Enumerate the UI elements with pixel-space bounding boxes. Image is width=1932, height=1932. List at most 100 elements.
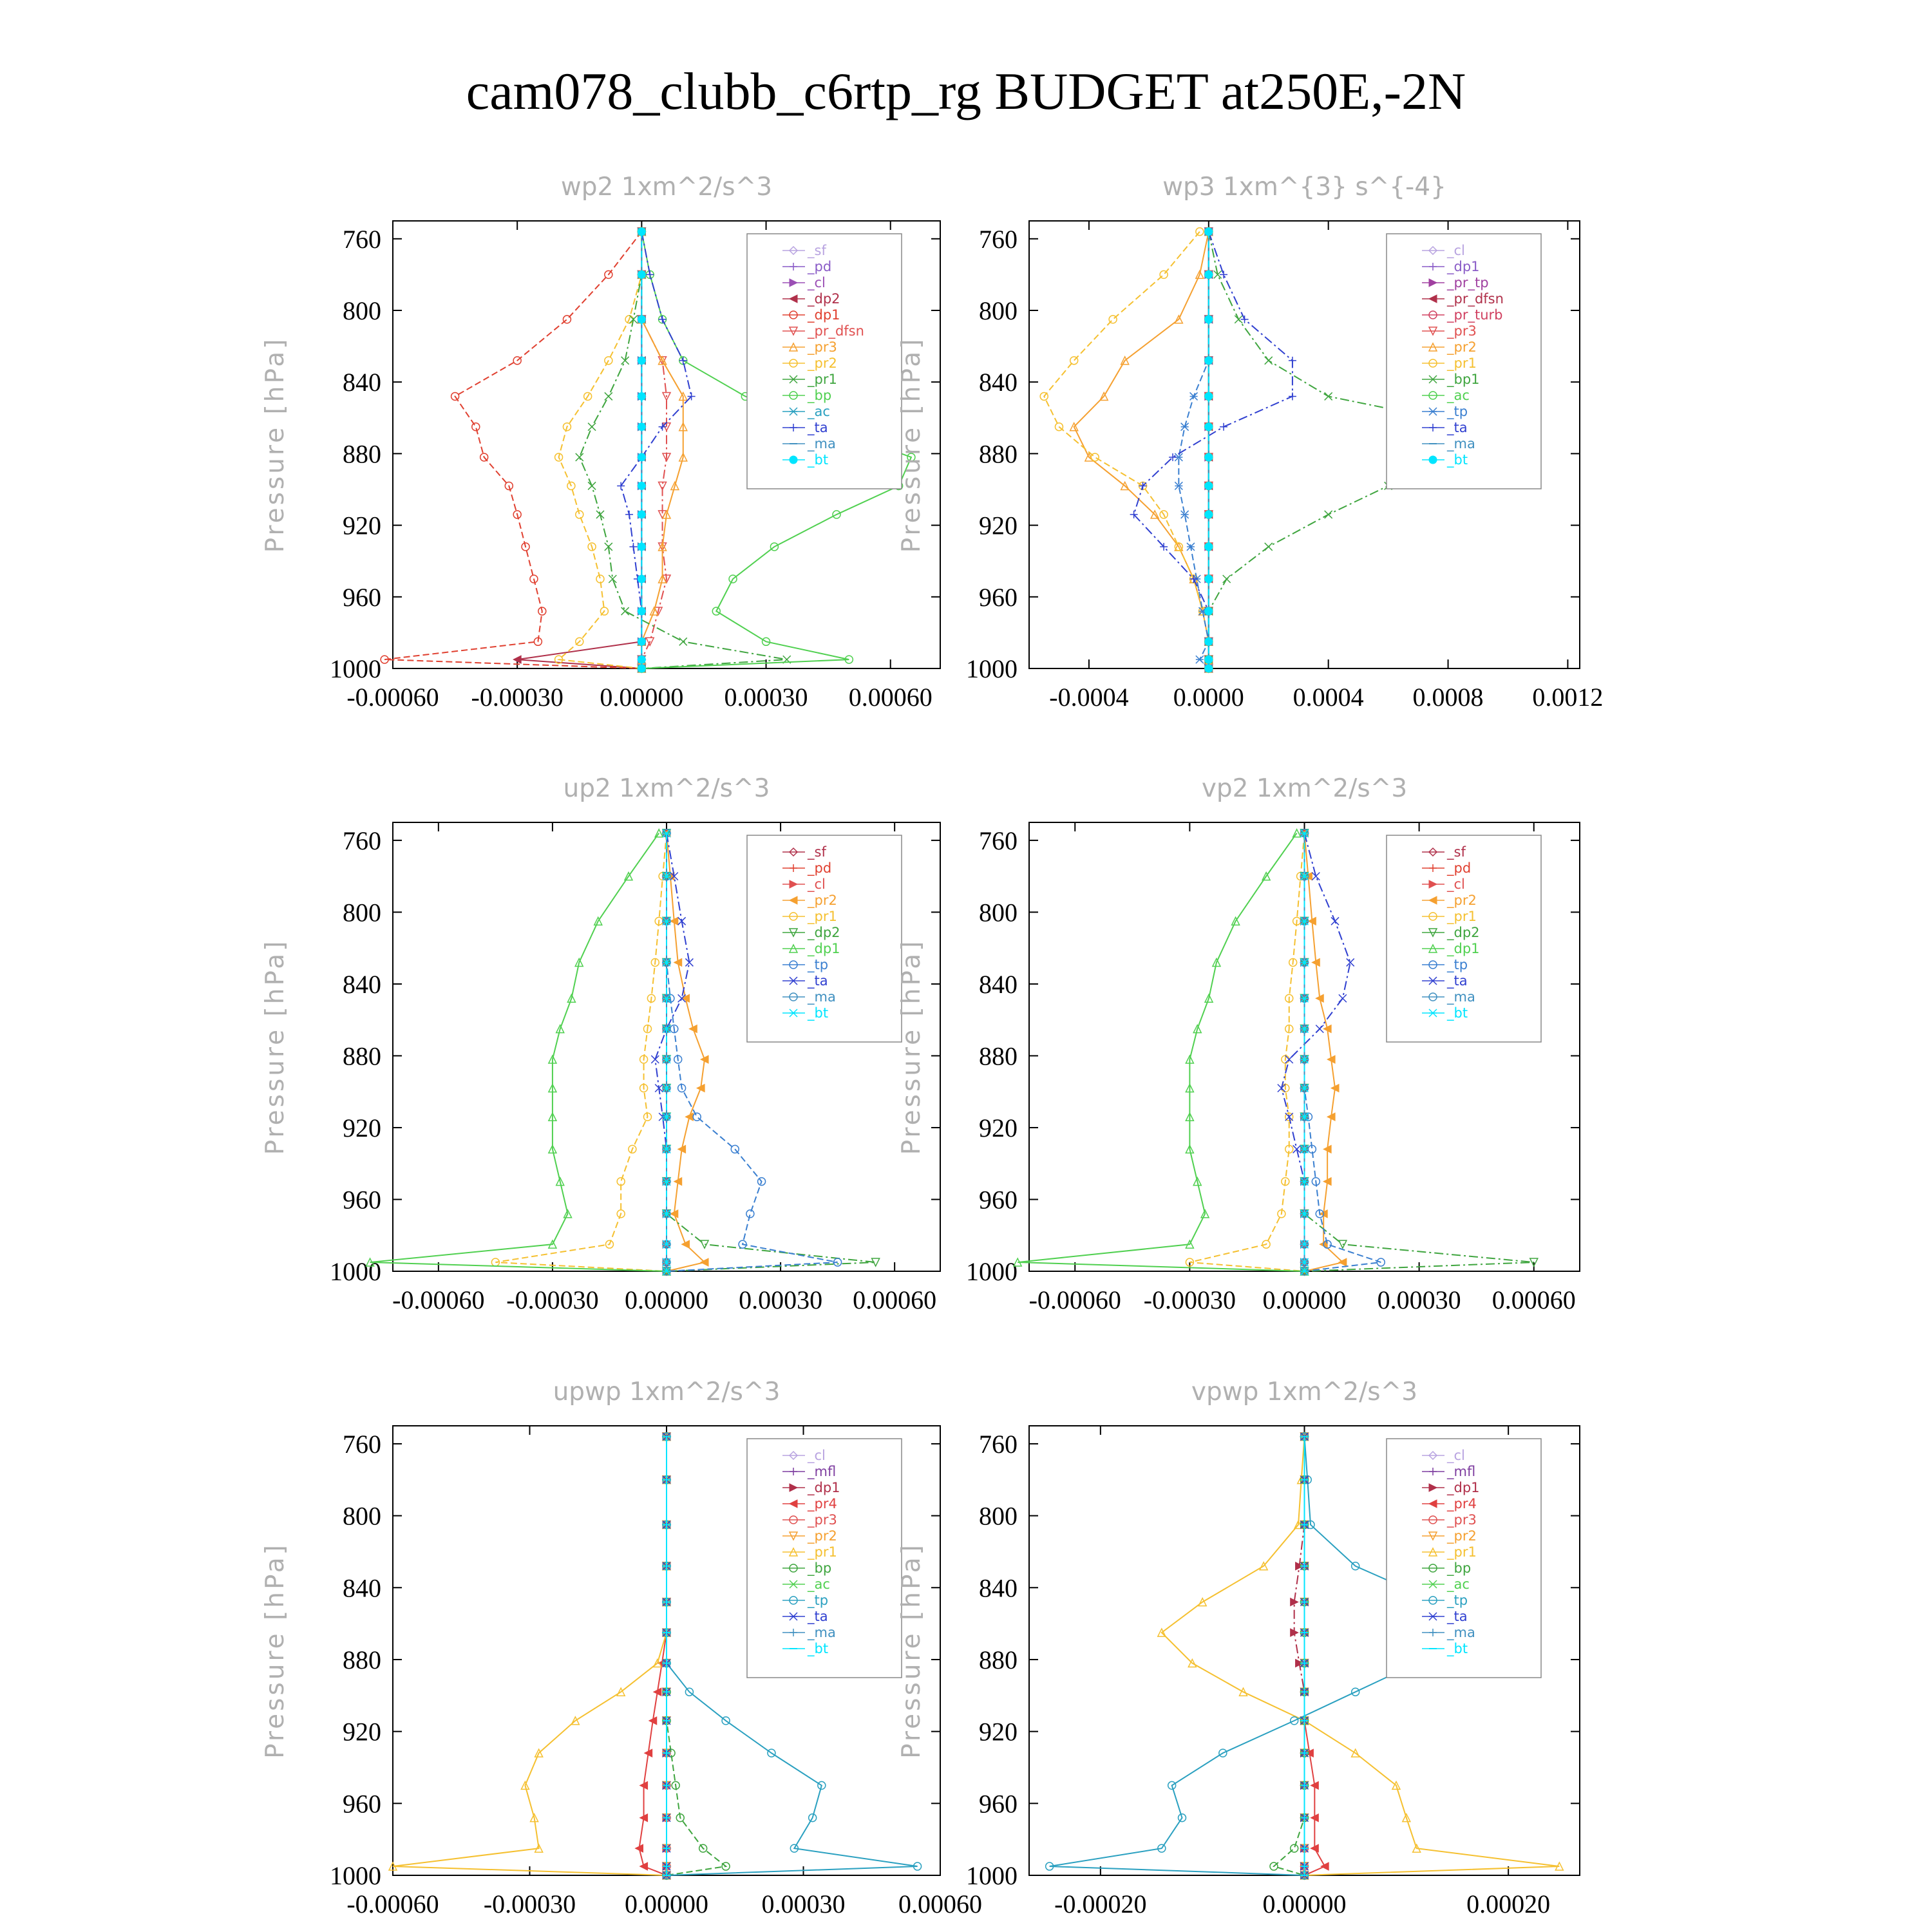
legend-marker	[788, 943, 799, 953]
data-point	[637, 510, 646, 519]
data-point	[1300, 1177, 1309, 1186]
legend-marker	[1428, 943, 1438, 953]
data-point	[1169, 453, 1177, 461]
data-point	[728, 574, 737, 583]
legend-marker	[1428, 1009, 1437, 1018]
legend-label: _ma	[1446, 436, 1475, 452]
y-tick-label: 960	[979, 583, 1018, 612]
data-point	[1193, 1176, 1202, 1186]
data-point	[662, 1084, 671, 1093]
data-point	[547, 1144, 558, 1154]
data-point	[1300, 916, 1309, 925]
data-point	[1204, 542, 1213, 551]
data-point	[643, 1024, 652, 1034]
y-tick-label: 800	[343, 898, 381, 927]
data-point	[538, 607, 547, 616]
legend-marker	[1428, 960, 1437, 969]
data-point	[1350, 1748, 1360, 1757]
legend-marker	[1428, 912, 1437, 921]
data-point	[593, 916, 603, 926]
series-line	[557, 231, 643, 669]
data-point	[1261, 871, 1271, 881]
legend-label: _ma	[1446, 989, 1475, 1005]
legend-marker	[790, 864, 797, 872]
data-point	[1045, 1862, 1054, 1871]
legend-label: _cl	[1446, 1448, 1465, 1464]
data-point	[677, 1144, 687, 1154]
series-bt	[637, 227, 646, 673]
series-pr1	[1039, 227, 1213, 673]
data-point	[1211, 957, 1222, 967]
y-tick-label: 1000	[966, 1861, 1018, 1890]
legend-label: _bp	[807, 1560, 831, 1577]
legend-marker	[1428, 1483, 1438, 1492]
data-point	[587, 542, 596, 551]
data-point	[604, 270, 613, 279]
data-point	[1185, 1258, 1195, 1267]
data-point	[662, 1144, 671, 1153]
series-dp1	[1012, 828, 1309, 1276]
y-tick-label: 1000	[330, 1861, 381, 1890]
data-point	[547, 1112, 558, 1121]
data-point	[1185, 1112, 1195, 1121]
data-point	[1320, 1862, 1329, 1871]
series-tp	[1174, 227, 1213, 673]
data-point	[1323, 1024, 1332, 1034]
legend-label: _ma	[1446, 1625, 1475, 1641]
data-point	[521, 542, 530, 551]
x-tick-label: 0.0004	[1293, 683, 1364, 712]
legend-marker	[788, 1450, 799, 1461]
data-point	[1130, 510, 1138, 518]
data-point	[1285, 1112, 1294, 1121]
legend-label: _tp	[1446, 404, 1468, 420]
data-point	[1555, 1861, 1564, 1871]
data-point	[1311, 958, 1320, 967]
legend-label: _pr1	[807, 372, 837, 388]
series-line	[1178, 231, 1209, 669]
y-axis-label: Pressure [hPa]	[261, 1542, 290, 1759]
x-tick-label: 0.0012	[1532, 683, 1603, 712]
legend-marker	[1428, 1531, 1438, 1541]
panel-title: vpwp 1xm^2/s^3	[1191, 1378, 1417, 1406]
data-point	[471, 422, 480, 431]
data-point	[1090, 453, 1099, 462]
data-point	[534, 1748, 544, 1757]
x-tick-label: 0.00030	[762, 1889, 846, 1918]
legend-label: _pr4	[807, 1496, 837, 1512]
data-point	[629, 542, 638, 551]
data-point	[687, 392, 696, 401]
data-point	[1285, 1144, 1294, 1154]
y-axis-label: Pressure [hPa]	[261, 337, 290, 553]
legend-marker	[789, 310, 798, 319]
panel-5: vpwp 1xm^2/s^3 Pressure [hPa] 760 800 840 880…	[897, 1378, 1580, 1918]
y-tick-label: 800	[979, 1502, 1018, 1531]
data-point	[562, 315, 572, 324]
data-point	[670, 872, 679, 881]
series-line	[1303, 833, 1534, 1272]
data-point	[648, 1716, 658, 1725]
legend: _cl_mfl_dp1_pr4_pr3_pr2_pr1_bp_ac_tp_ta_…	[746, 1438, 902, 1678]
data-point	[757, 1177, 766, 1186]
data-point	[1262, 1240, 1271, 1249]
data-point	[529, 574, 538, 583]
data-point	[637, 481, 646, 490]
y-axis-label: Pressure [hPa]	[261, 939, 290, 1155]
y-tick-label: 960	[979, 1185, 1018, 1214]
series-line	[1073, 231, 1209, 668]
legend-label: _pd	[1446, 860, 1471, 876]
legend-label: _dp1	[807, 1480, 840, 1496]
legend-label: _pd	[807, 860, 831, 876]
data-point	[1350, 1687, 1360, 1696]
data-point	[730, 1144, 739, 1154]
legend-label: _ta	[807, 420, 828, 436]
panel-title: upwp 1xm^2/s^3	[553, 1378, 781, 1406]
series-ta	[1277, 829, 1355, 1276]
legend-marker	[1428, 278, 1438, 287]
legend-label: _cl	[807, 1448, 826, 1464]
data-point	[596, 574, 605, 583]
data-point	[1281, 1177, 1290, 1186]
data-point	[654, 828, 664, 838]
data-point	[1288, 958, 1298, 967]
legend-label: _pr1	[1446, 909, 1477, 925]
legend-marker	[789, 912, 798, 921]
